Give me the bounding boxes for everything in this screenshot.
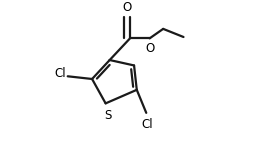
Text: S: S — [104, 109, 111, 122]
Text: Cl: Cl — [142, 118, 153, 131]
Text: Cl: Cl — [55, 67, 66, 80]
Text: O: O — [146, 42, 155, 55]
Text: O: O — [122, 1, 131, 14]
